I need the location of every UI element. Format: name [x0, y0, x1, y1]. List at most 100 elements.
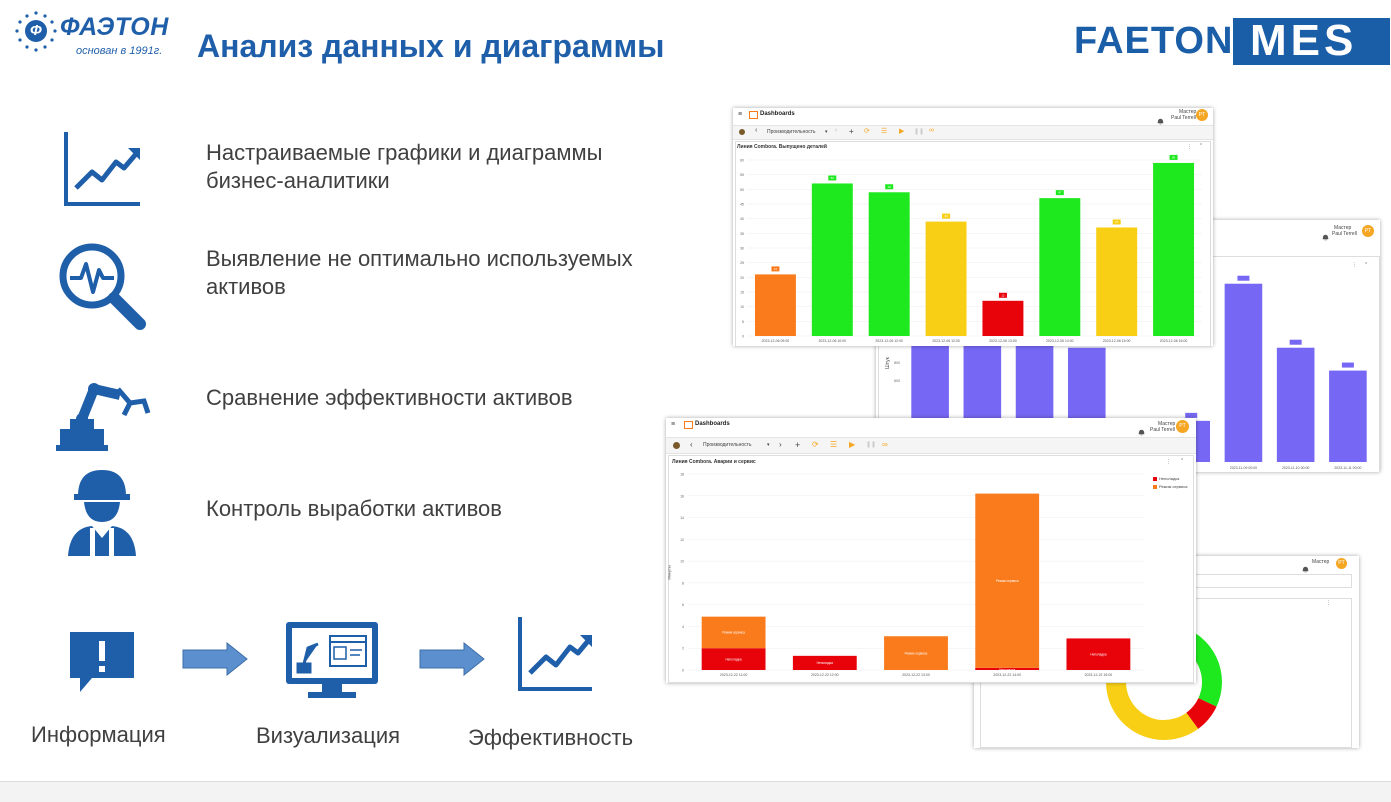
bar	[754, 274, 796, 336]
x-tick-label: 2023-12-22 11:00	[720, 673, 747, 677]
bar-value-badge	[1289, 339, 1302, 345]
y-tick-label: 20	[740, 276, 744, 280]
bell-icon	[1157, 112, 1164, 130]
feature-text-4: Контроль выработки активов	[206, 496, 502, 521]
y-tick-label: 35	[740, 232, 744, 236]
link-icon[interactable]: ∞	[929, 127, 934, 134]
bar-value-badge	[998, 292, 1007, 298]
y-tick-label: 15	[740, 291, 744, 295]
prev-arrow-icon[interactable]: ‹	[690, 440, 693, 449]
user-avatar[interactable]: PT	[1362, 225, 1374, 237]
link-icon[interactable]: ∞	[882, 440, 888, 449]
x-tick-label: 2023-12-06 12:00	[875, 339, 903, 343]
bar-value-badge	[1185, 412, 1198, 418]
star-ring-icon	[15, 11, 57, 52]
user-avatar[interactable]: PT	[1196, 109, 1208, 121]
status-dot-icon	[673, 442, 680, 449]
prev-arrow-icon[interactable]: ‹	[755, 127, 758, 134]
y-tick-label: 10	[680, 560, 684, 564]
bar-value-label: 49	[888, 185, 892, 189]
dropdown-chevron-icon[interactable]: ▾	[825, 129, 828, 135]
bar-value-badge	[942, 213, 951, 219]
hamburger-icon[interactable]: ≡	[738, 111, 743, 118]
flow-label-efficiency: Эффективность	[468, 725, 634, 750]
chart-title: Линия Combora. Выпущено деталей	[737, 144, 827, 150]
y-tick-label: 18	[680, 473, 684, 477]
x-tick-label: 2023-12-22 14:00	[993, 673, 1021, 677]
settings-icon[interactable]: ☰	[830, 440, 838, 449]
bar	[1276, 347, 1315, 462]
feature-text-2: Выявление не оптимально используемых акт…	[206, 246, 633, 299]
x-tick-label: 2023-12-06 09:00	[762, 339, 790, 343]
stacked-segment	[975, 667, 1040, 670]
next-arrow-icon[interactable]: ›	[835, 127, 838, 134]
bar-value-badge	[1341, 362, 1354, 368]
bar-value-badge	[885, 184, 894, 190]
pause-icon[interactable]: ❚❚	[914, 129, 925, 135]
collapse-icon[interactable]: ⌃	[1180, 458, 1185, 464]
collapse-icon[interactable]: ⌃	[1364, 262, 1369, 268]
y-tick-label: 25	[740, 261, 744, 265]
bar-value-label: 12	[1001, 293, 1005, 297]
settings-icon[interactable]: ☰	[881, 128, 888, 135]
x-tick-label: 2023-12-06 12:00	[932, 339, 960, 343]
y-tick-label: 8	[682, 581, 684, 585]
add-icon[interactable]: +	[849, 127, 854, 136]
next-arrow-icon[interactable]: ›	[779, 440, 782, 449]
dropdown-chevron-icon[interactable]: ▾	[767, 442, 770, 448]
y-tick-label: 10	[740, 305, 744, 309]
dropdown-value[interactable]: Производительность	[703, 442, 752, 448]
bar-value-label: 37	[1115, 220, 1119, 224]
x-tick-label: 2023-12-06 16:00	[1160, 339, 1188, 343]
bar-value-badge	[771, 266, 780, 272]
stacked-segment	[701, 616, 766, 649]
user-role: Мастер	[1179, 109, 1197, 115]
panel-menu-icon[interactable]: ⋮	[1166, 459, 1171, 465]
panel-menu-icon[interactable]: ⋮	[1352, 262, 1357, 268]
bar	[1224, 283, 1263, 462]
app-title: Dashboards	[760, 111, 795, 117]
user-name: Paul Terrell	[1171, 115, 1196, 121]
dropdown-value[interactable]: Производительность	[767, 129, 816, 135]
play-icon[interactable]: ▶	[849, 440, 856, 449]
add-icon[interactable]: +	[795, 440, 801, 450]
panel-menu-icon[interactable]: ⋮	[1187, 144, 1192, 150]
y-tick-label: 14	[680, 516, 684, 520]
legend-swatch-service	[1153, 485, 1157, 489]
flow-label-visualization: Визуализация	[256, 723, 401, 748]
dashboard-screenshot-front: ≡ Dashboards Мастер Paul Terrell PT ‹ Пр…	[733, 108, 1213, 346]
hamburger-icon[interactable]: ≡	[671, 421, 676, 428]
y-tick-label: 5	[742, 320, 744, 324]
pause-icon[interactable]: ❚❚	[866, 442, 877, 448]
toolbar	[666, 437, 1196, 454]
bar-value-label: 59	[1172, 155, 1176, 159]
x-tick-label: 2023-11-09 00:00	[1230, 466, 1257, 470]
bar	[1153, 162, 1195, 336]
legend-fault: Неполадка	[1159, 476, 1180, 481]
y-tick-label: 2	[682, 647, 684, 651]
refresh-icon[interactable]: ⟳	[812, 440, 819, 449]
x-tick-label: 2023-12-06 15:00	[1103, 339, 1131, 343]
arrow-right-icon	[419, 642, 485, 676]
y-tick-label: 45	[740, 203, 744, 207]
logo-right-mes: MES	[1250, 16, 1358, 65]
bar-value-label: 21	[774, 267, 778, 271]
user-avatar[interactable]: PT	[1336, 558, 1347, 569]
refresh-icon[interactable]: ⟳	[864, 128, 870, 135]
stacked-segment	[701, 648, 766, 670]
x-tick-label: 2023-12-22 15:00	[1085, 673, 1113, 677]
segment-label: Режим сервиса	[905, 651, 928, 655]
play-icon[interactable]: ▶	[899, 128, 905, 135]
stacked-segment	[884, 636, 948, 670]
chart-title: Линия Combora. Аварии и сервис	[672, 459, 756, 465]
x-tick-label: 2023-12-22 12:00	[811, 673, 839, 677]
x-tick-label: 2023-12-22 13:00	[902, 673, 930, 677]
collapse-icon[interactable]: ⌃	[1199, 143, 1204, 149]
logo-left-subtitle: основан в 1991г.	[76, 45, 163, 57]
user-avatar[interactable]: PT	[1176, 420, 1189, 433]
y-tick-label: 0	[742, 335, 744, 339]
stacked-segment	[1066, 638, 1131, 670]
user-role: Мастер	[1334, 225, 1352, 231]
panel-menu-icon[interactable]: ⋮	[1326, 600, 1331, 606]
bar	[868, 192, 910, 336]
